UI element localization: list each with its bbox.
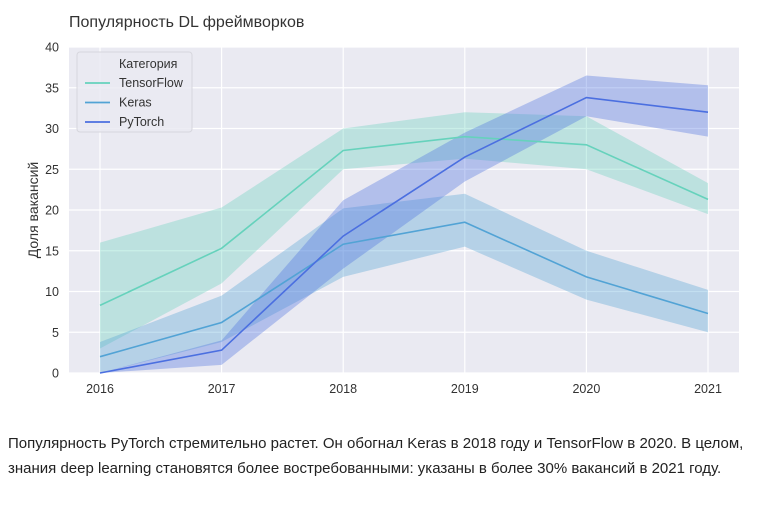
y-axis-label: Доля вакансий [25,162,41,258]
x-tick-label: 2020 [572,382,600,396]
x-tick-label: 2017 [208,382,236,396]
x-tick-label: 2021 [694,382,722,396]
legend-label-tensorflow: TensorFlow [119,76,184,90]
chart-caption: Популярность PyTorch стремительно растет… [8,435,744,477]
y-tick-label: 10 [45,285,59,299]
series-line-tensorflow [99,135,709,307]
y-tick-label: 20 [45,204,59,218]
line-chart: 0 5 10 15 20 25 30 35 40 2016 2017 2018 2019 2020 2021… [25,14,739,396]
y-tick-label: 0 [52,367,59,381]
x-tick-label: 2016 [86,382,114,396]
y-tick-label: 40 [45,41,59,55]
y-tick-label: 35 [45,81,59,95]
chart-container: 0 5 10 15 20 25 30 35 40 2016 2017 2018 2019 2020 2021… [25,14,739,396]
y-tick-label: 30 [45,122,59,136]
legend-label-keras: Keras [119,96,152,110]
chart-title: Популярность DL фреймворков [69,14,304,31]
y-tick-label: 25 [45,163,59,177]
confidence-band-pytorch [100,75,708,374]
y-tick-label: 15 [45,244,59,258]
x-tick-label: 2018 [329,382,357,396]
legend-title: Категория [119,57,177,71]
y-tick-label: 5 [52,326,59,340]
legend-label-pytorch: PyTorch [119,115,164,129]
confidence-band-tensorflow [100,112,708,349]
x-tick-label: 2019 [451,382,479,396]
series-line-keras [99,221,709,358]
series-line-pytorch [99,96,709,374]
confidence-band-keras [100,193,708,373]
legend-box [76,51,193,133]
chart-svg: 0 5 10 15 20 25 30 35 40 2016 2017 2018 2019 2020 2021… [25,14,739,396]
